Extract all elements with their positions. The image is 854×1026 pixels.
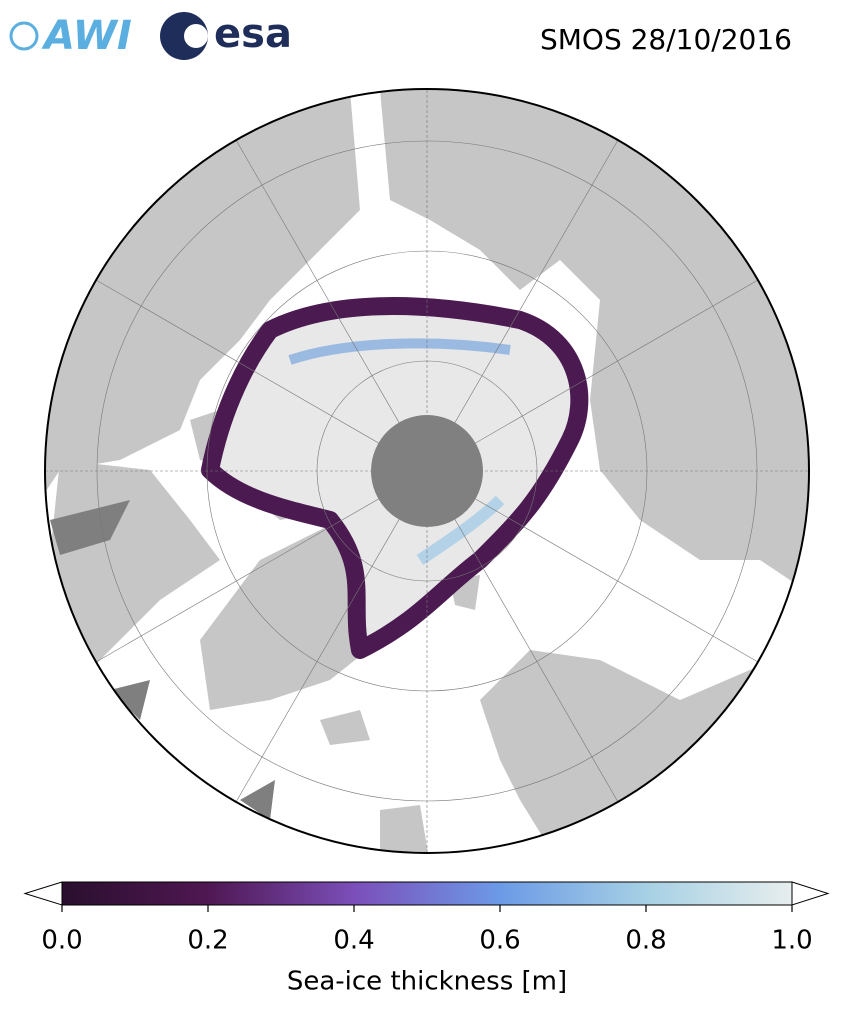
esa-logo: esa: [160, 11, 292, 60]
sea-ice-edge: [288, 338, 511, 365]
colorbar: [23, 881, 830, 906]
sea-ice-edge: [416, 495, 505, 565]
colorbar-tick-label: 0.4: [333, 926, 374, 956]
colorbar-tick-label: 0.6: [479, 926, 520, 956]
colorbar-extend: [791, 881, 830, 906]
land-shade: [50, 500, 275, 820]
colorbar-tick-label: 0.0: [41, 926, 82, 956]
logo-text: AWI: [41, 13, 132, 59]
map-title: SMOS 28/10/2016: [540, 23, 792, 56]
map-border: [44, 88, 810, 854]
colorbar-extend: [23, 881, 63, 906]
awi-logo: AWI: [9, 13, 132, 59]
graticule: [45, 89, 809, 853]
logo-text: esa: [214, 11, 292, 57]
colorbar-label: Sea-ice thickness [m]: [287, 967, 567, 997]
pole-hole: [371, 415, 483, 527]
colorbar-tick-label: 1.0: [771, 926, 812, 956]
colorbar-ramp: [61, 881, 793, 906]
colorbar-tick-label: 0.2: [187, 926, 228, 956]
colorbar-tick-label: 0.8: [625, 926, 666, 956]
